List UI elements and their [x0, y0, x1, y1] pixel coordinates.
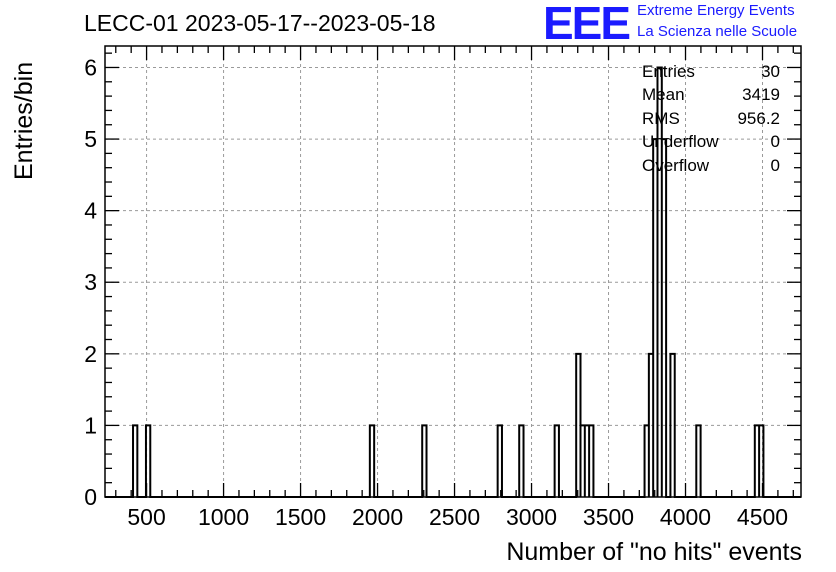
stats-row-mean: Mean 3419 — [642, 83, 780, 106]
logo-line-2: La Scienza nelle Scuole — [637, 23, 798, 40]
stats-row-overflow: Overflow 0 — [642, 154, 780, 177]
x-tick-label: 2000 — [352, 504, 403, 530]
y-tick-label: 3 — [84, 269, 97, 295]
stats-label: Underflow — [642, 132, 719, 152]
stats-row-rms: RMS 956.2 — [642, 107, 780, 130]
y-tick-label: 0 — [84, 484, 97, 510]
chart-title: LECC-01 2023-05-17--2023-05-18 — [84, 10, 436, 36]
stats-value: 956.2 — [737, 108, 780, 128]
stats-box: Entries 30 Mean 3419 RMS 956.2 Underflow 0 Overf… — [642, 60, 780, 177]
x-tick-label: 1000 — [198, 504, 249, 530]
stats-value: 30 — [761, 62, 780, 81]
x-tick-label: 3000 — [506, 504, 557, 530]
x-tick-label: 4500 — [737, 504, 788, 530]
stats-row-entries: Entries 30 — [642, 60, 780, 83]
y-tick-label: 1 — [84, 412, 97, 438]
x-tick-label: 500 — [127, 504, 165, 530]
eee-logo: EEE — [543, 0, 631, 49]
stats-value: 0 — [770, 132, 780, 152]
y-tick-label: 6 — [84, 54, 97, 80]
y-tick-label: 5 — [84, 126, 97, 152]
x-tick-label: 1500 — [275, 504, 326, 530]
y-tick-label: 2 — [84, 341, 97, 367]
stats-value: 0 — [770, 155, 780, 175]
x-tick-label: 2500 — [429, 504, 480, 530]
x-tick-label: 4000 — [660, 504, 711, 530]
stats-label: Overflow — [642, 155, 710, 175]
stats-label: RMS — [642, 108, 680, 128]
x-tick-label: 3500 — [583, 504, 634, 530]
plot-frame — [104, 45, 802, 498]
stats-value: 3419 — [742, 85, 780, 105]
x-axis-label: Number of "no hits" events — [506, 538, 802, 566]
y-axis-label: Entries/bin — [10, 61, 38, 180]
stats-row-underflow: Underflow 0 — [642, 130, 780, 153]
logo-line-1: Extreme Energy Events — [637, 2, 795, 19]
stats-label: Entries — [642, 62, 695, 81]
stats-label: Mean — [642, 85, 685, 105]
y-tick-label: 4 — [84, 198, 97, 224]
